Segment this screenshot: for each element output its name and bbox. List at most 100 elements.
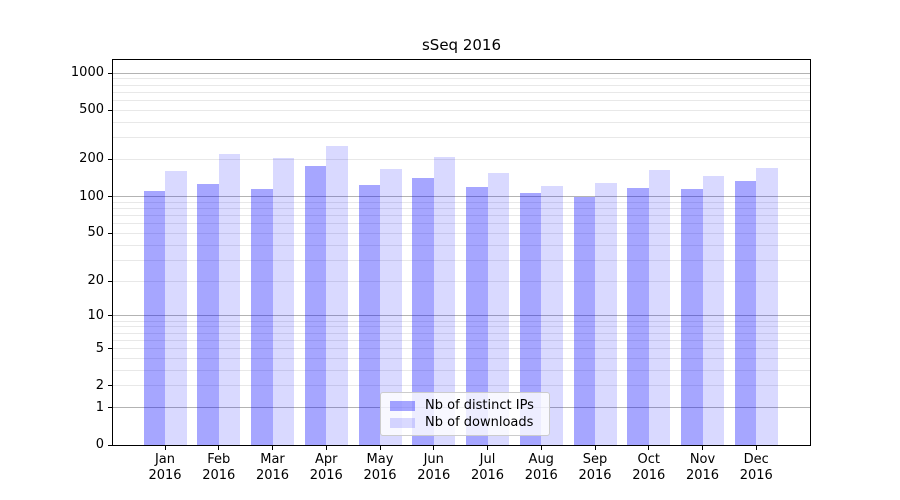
bar-downloads-oct-2016 <box>648 170 671 445</box>
y-tick-mark-2 <box>108 385 112 387</box>
bar-ips-aug-2016 <box>519 192 542 445</box>
x-tick-label-2: Feb 2016 <box>202 452 236 483</box>
bar-downloads-jan-2016 <box>165 171 187 445</box>
bar-downloads-aug-2016 <box>541 185 563 445</box>
gridline-100 <box>113 196 810 198</box>
x-tick-mark-12 <box>755 446 757 450</box>
x-tick-label-5: May 2016 <box>363 452 397 483</box>
gridline-4 <box>113 357 810 359</box>
bar-ips-feb-2016 <box>197 184 219 445</box>
plot-area <box>112 59 811 446</box>
gridline-7 <box>113 332 810 334</box>
x-tick-mark-4 <box>325 446 327 450</box>
x-tick-mark-2 <box>218 446 220 450</box>
x-tick-label-1: Jan 2016 <box>148 452 182 483</box>
y-tick-label-50: 50 <box>87 225 104 241</box>
gridline-90 <box>113 201 810 203</box>
y-tick-label-200: 200 <box>79 151 104 167</box>
y-tick-label-100: 100 <box>79 188 104 204</box>
gridline-80 <box>113 207 810 209</box>
gridline-60 <box>113 223 810 225</box>
gridline-500 <box>113 109 810 111</box>
x-tick-label-10: Oct 2016 <box>632 452 666 483</box>
gridline-400 <box>113 121 810 123</box>
bar-ips-apr-2016 <box>304 165 327 445</box>
x-tick-mark-3 <box>272 446 273 450</box>
y-tick-mark-50 <box>108 232 112 234</box>
gridline-70 <box>113 215 810 217</box>
bar-downloads-apr-2016 <box>326 145 348 445</box>
y-tick-mark-500 <box>108 109 112 111</box>
y-tick-mark-100 <box>108 196 112 198</box>
bar-downloads-sep-2016 <box>595 183 617 445</box>
x-tick-label-3: Mar 2016 <box>255 452 290 483</box>
bar-ips-jun-2016 <box>412 177 434 445</box>
x-tick-label-11: Nov 2016 <box>685 452 720 483</box>
legend-swatch-downloads <box>390 417 415 428</box>
gridline-900 <box>113 78 810 80</box>
legend-label-downloads: Nb of downloads <box>425 415 534 430</box>
bar-downloads-jun-2016 <box>433 156 456 445</box>
legend-swatch-distinct-ips <box>390 400 415 411</box>
gridline-10 <box>113 315 810 317</box>
y-tick-label-5: 5 <box>95 340 104 356</box>
legend-item-distinct-ips: Nb of distinct IPs <box>390 397 540 414</box>
y-tick-mark-1 <box>108 407 112 409</box>
x-tick-label-4: Apr 2016 <box>309 452 343 483</box>
bar-downloads-dec-2016 <box>756 168 778 445</box>
legend-label-distinct-ips: Nb of distinct IPs <box>425 398 534 413</box>
legend: Nb of distinct IPs Nb of downloads <box>380 392 550 436</box>
bar-ips-nov-2016 <box>681 189 703 445</box>
x-tick-mark-1 <box>164 446 166 450</box>
gridline-300 <box>113 137 810 139</box>
x-tick-mark-10 <box>648 446 650 450</box>
gridline-8 <box>113 326 810 328</box>
gridline-50 <box>113 232 810 234</box>
x-tick-mark-6 <box>433 446 435 450</box>
bar-downloads-feb-2016 <box>218 154 241 445</box>
bar-ips-may-2016 <box>358 185 380 445</box>
gridline-700 <box>113 91 810 93</box>
x-tick-mark-5 <box>379 446 381 450</box>
y-tick-label-1000: 1000 <box>70 65 104 81</box>
bar-downloads-mar-2016 <box>272 158 294 445</box>
y-tick-label-10: 10 <box>87 307 104 323</box>
gridline-1000 <box>113 72 810 74</box>
bar-ips-jul-2016 <box>466 187 488 445</box>
x-tick-mark-11 <box>702 446 703 450</box>
x-tick-label-8: Aug 2016 <box>524 452 558 483</box>
gridline-800 <box>113 84 810 86</box>
x-tick-mark-9 <box>594 446 596 450</box>
bar-ips-jan-2016 <box>143 191 165 445</box>
legend-item-downloads: Nb of downloads <box>390 414 540 431</box>
x-tick-label-9: Sep 2016 <box>578 452 612 483</box>
x-tick-label-12: Dec 2016 <box>739 452 773 483</box>
gridline-30 <box>113 259 810 261</box>
gridline-6 <box>113 339 810 341</box>
y-tick-mark-5 <box>108 348 112 350</box>
y-tick-label-20: 20 <box>87 273 104 289</box>
y-tick-mark-200 <box>108 158 112 160</box>
bar-ips-mar-2016 <box>251 189 273 445</box>
gridline-9 <box>113 320 810 322</box>
gridline-3 <box>113 369 810 371</box>
gridline-200 <box>113 158 810 160</box>
y-tick-mark-10 <box>108 315 112 317</box>
bar-ips-dec-2016 <box>734 181 757 445</box>
gridline-600 <box>113 100 810 102</box>
x-tick-label-7: Jul 2016 <box>470 452 505 483</box>
gridline-2 <box>113 385 810 387</box>
chart-title: sSeq 2016 <box>421 36 502 54</box>
y-tick-mark-20 <box>108 280 112 282</box>
bar-downloads-jul-2016 <box>487 173 509 445</box>
bar-downloads-may-2016 <box>380 169 402 445</box>
y-tick-mark-0 <box>108 444 112 446</box>
gridline-5 <box>113 348 810 350</box>
x-tick-mark-8 <box>540 446 542 450</box>
bar-downloads-nov-2016 <box>702 175 724 445</box>
y-tick-mark-1000 <box>108 72 112 74</box>
x-tick-mark-7 <box>487 446 488 450</box>
y-tick-label-1: 1 <box>95 399 104 415</box>
bar-ips-oct-2016 <box>627 188 649 445</box>
